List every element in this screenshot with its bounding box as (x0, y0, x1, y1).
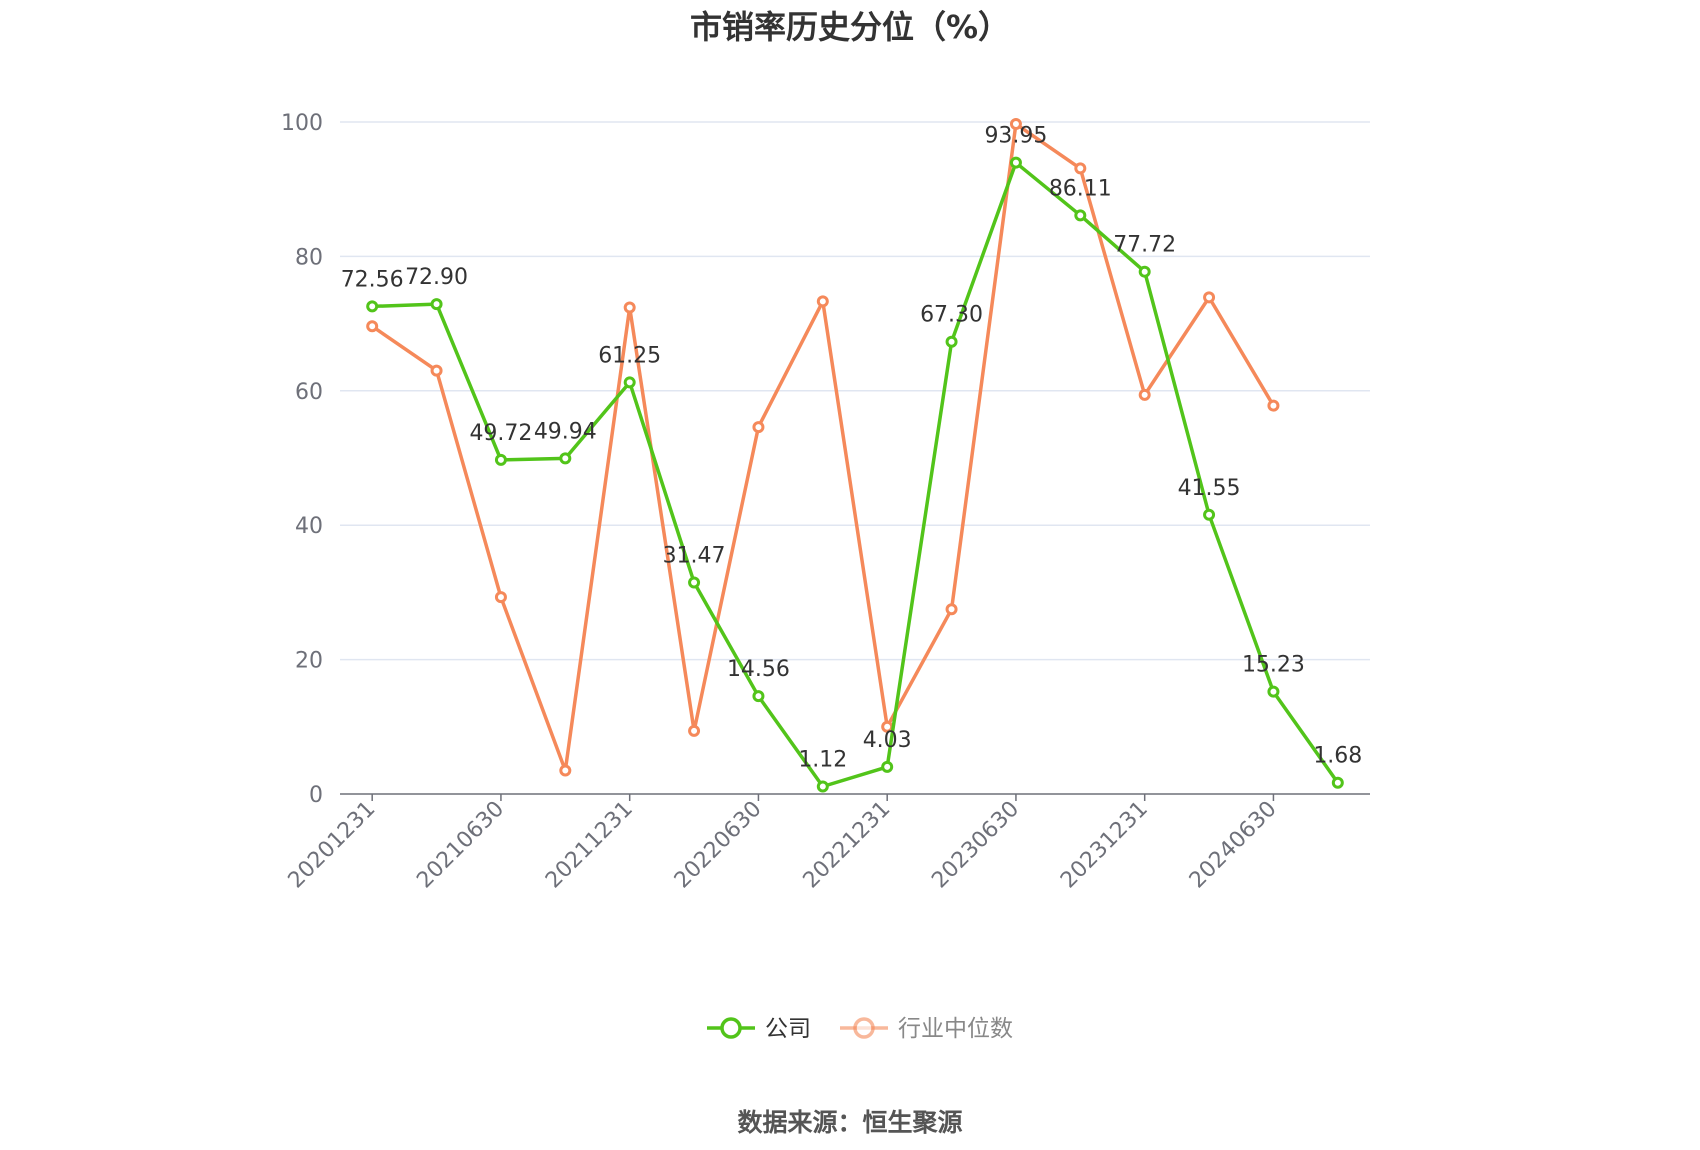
x-tick-label: 20211231 (541, 797, 638, 894)
data-label: 77.72 (1113, 233, 1176, 258)
data-label: 72.90 (405, 265, 468, 290)
data-label: 61.25 (598, 343, 661, 368)
legend-label: 行业中位数 (898, 1016, 1013, 1042)
data-point[interactable] (1138, 265, 1151, 278)
data-label: 49.72 (469, 421, 532, 446)
data-point[interactable] (1138, 388, 1151, 401)
data-point[interactable] (559, 452, 572, 465)
series-line (372, 160, 1340, 789)
chart-title: 市销率历史分位（%） (690, 8, 1010, 46)
x-tick-label: 20240630 (1185, 797, 1282, 894)
data-point[interactable] (366, 320, 379, 333)
x-tick-label: 20210630 (412, 797, 509, 894)
y-tick-label: 0 (309, 783, 323, 808)
data-point[interactable] (1074, 209, 1087, 222)
data-point[interactable] (623, 301, 636, 314)
data-point[interactable] (430, 364, 443, 377)
data-label: 86.11 (1049, 176, 1112, 201)
data-point[interactable] (688, 724, 701, 737)
legend-marker-icon (720, 1017, 742, 1039)
data-point[interactable] (1074, 162, 1087, 175)
data-point[interactable] (559, 764, 572, 777)
data-point[interactable] (752, 690, 765, 703)
legend[interactable]: 公司 行业中位数 (707, 1016, 1013, 1042)
legend-label: 公司 (765, 1016, 811, 1042)
legend-item[interactable]: 公司 (707, 1016, 811, 1042)
data-label: 93.95 (984, 124, 1047, 149)
x-tick-label: 20221231 (799, 797, 896, 894)
series-company (366, 156, 1344, 793)
data-label: 14.56 (727, 657, 790, 682)
data-point[interactable] (1009, 118, 1022, 131)
data-label: 31.47 (663, 544, 726, 569)
data-point[interactable] (494, 453, 507, 466)
data-label: 49.94 (534, 419, 597, 444)
data-point[interactable] (430, 298, 443, 311)
data-point[interactable] (623, 376, 636, 389)
data-point[interactable] (945, 603, 958, 616)
data-label: 15.23 (1242, 653, 1305, 678)
grid-lines (340, 121, 1370, 661)
y-tick-label: 20 (295, 649, 323, 674)
data-point[interactable] (1009, 156, 1022, 169)
data-point[interactable] (1203, 291, 1216, 304)
data-label: 41.55 (1178, 476, 1241, 501)
series-industry-median (366, 118, 1280, 777)
x-tick-label: 20230630 (927, 797, 1024, 894)
legend-item[interactable]: 行业中位数 (840, 1016, 1013, 1042)
data-point[interactable] (816, 780, 829, 793)
data-label: 1.12 (798, 747, 847, 772)
series-line (371, 122, 1275, 773)
data-labels: 72.56 72.90 49.72 49.94 61.25 31.47 14.56 1.12 4… (341, 124, 1363, 773)
data-point[interactable] (1203, 508, 1216, 521)
data-point[interactable] (945, 335, 958, 348)
x-tick-label: 20220630 (670, 797, 767, 894)
x-tick-label: 20201231 (284, 797, 381, 894)
data-point[interactable] (1267, 399, 1280, 412)
y-tick-label: 40 (295, 514, 323, 539)
data-point[interactable] (881, 760, 894, 773)
data-label: 67.30 (920, 303, 983, 328)
series-layer (366, 118, 1344, 793)
x-tick-label: 20231231 (1056, 797, 1153, 894)
y-tick-label: 60 (295, 380, 323, 405)
data-point[interactable] (1267, 685, 1280, 698)
data-point[interactable] (752, 421, 765, 434)
y-axis: 0 20 40 60 80 100 (281, 111, 323, 808)
x-axis: 20201231 20210630 20211231 20220630 20221231… (284, 793, 1370, 894)
source-note: 数据来源：恒生聚源 (737, 1108, 962, 1137)
data-point[interactable] (366, 300, 379, 313)
data-point[interactable] (494, 591, 507, 604)
data-label: 1.68 (1313, 744, 1362, 769)
y-tick-label: 80 (295, 245, 323, 270)
data-label: 4.03 (863, 728, 912, 753)
legend-marker-icon (853, 1017, 875, 1039)
data-point[interactable] (816, 295, 829, 308)
y-tick-label: 100 (281, 111, 323, 136)
data-point[interactable] (688, 576, 701, 589)
data-point[interactable] (1331, 776, 1344, 789)
data-label: 72.56 (341, 267, 404, 292)
